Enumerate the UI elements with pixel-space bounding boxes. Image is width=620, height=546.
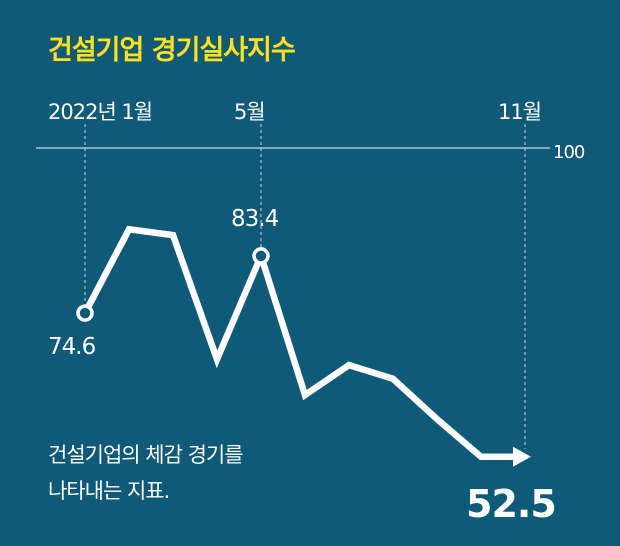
- data-label-end: 52.5: [466, 482, 557, 526]
- data-label-start: 74.6: [48, 334, 96, 360]
- marker-peak: [252, 247, 270, 265]
- x-tick-label-may: 5월: [234, 100, 266, 124]
- chart-note-line-1: 건설기업의 체감 경기를: [48, 443, 244, 467]
- series-end-arrow: [513, 446, 531, 467]
- x-tick-label-nov: 11월: [498, 100, 542, 124]
- chart-title: 건설기업 경기실사지수: [48, 35, 296, 66]
- reference-line-label: 100: [553, 142, 585, 163]
- marker-start: [76, 304, 94, 322]
- x-tick-label-jan: 2022년 1월: [48, 100, 153, 124]
- series-line: [82, 225, 513, 461]
- chart-note-line-2: 나타내는 지표.: [48, 479, 170, 503]
- data-label-peak: 83.4: [231, 206, 279, 232]
- chart-note: 건설기업의 체감 경기를 나타내는 지표.: [48, 437, 244, 509]
